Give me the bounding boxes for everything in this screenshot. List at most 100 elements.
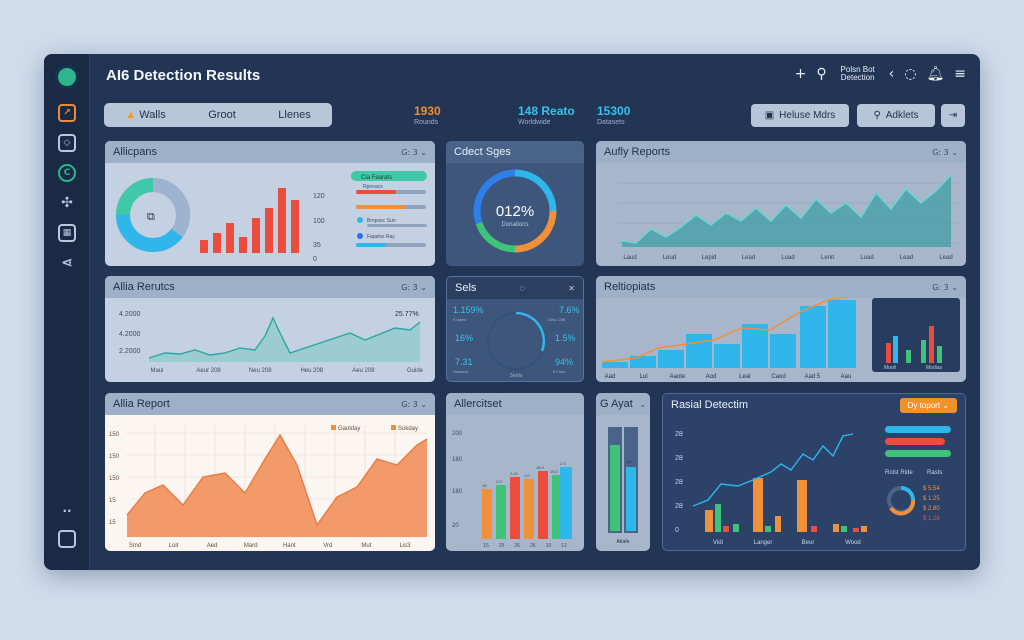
- bar: [524, 479, 534, 539]
- dashboard-window: ↗ ◇ C ✣ ▦ ⋖ ·· AI6 Detection Results + ⚲…: [44, 54, 980, 570]
- x-tick-label: Beur: [802, 540, 815, 546]
- sidebar-item-grid-icon[interactable]: ▦: [58, 224, 76, 242]
- tab-walls[interactable]: ▲ Walls: [125, 109, 166, 121]
- donut-hole: [132, 194, 174, 236]
- expand-button[interactable]: ⇥: [941, 104, 965, 127]
- close-icon[interactable]: ✕: [568, 283, 575, 293]
- bar: [552, 475, 562, 539]
- card-allercitset: Allercitset 200 160 160 20 15 2.9 2.00 1…: [446, 393, 584, 551]
- card-options-dropdown[interactable]: G: 3 ⌄: [401, 282, 427, 292]
- card-options-dropdown[interactable]: G: 3 ⌄: [932, 147, 958, 157]
- x-axis-labels: 15 25 26 26 10 12: [483, 543, 567, 549]
- card-title: Allicpans: [113, 146, 158, 158]
- sidebar-item-share-icon[interactable]: ⋖: [61, 255, 73, 271]
- x-tick-label: Vrd: [323, 543, 332, 549]
- menu-icon[interactable]: ≡: [954, 66, 966, 82]
- rate-value: $ 5.54: [923, 486, 940, 492]
- x-tick-label: Caod: [771, 374, 785, 380]
- x-tick-label: Aod: [706, 374, 717, 380]
- grouped-bars: [482, 467, 572, 539]
- mini-donut-arc: [889, 499, 916, 516]
- search-icon[interactable]: ⚲: [816, 66, 827, 82]
- secondary-action-button[interactable]: ⚲ Adklets: [857, 104, 935, 127]
- primary-action-button[interactable]: ▣ Heluse Mdrs: [751, 104, 849, 127]
- tab-llenes[interactable]: Llenes: [278, 109, 311, 121]
- x-tick-label: Lenit: [821, 255, 834, 261]
- stat-value: 16%: [455, 333, 473, 343]
- allicpans-bars: [200, 188, 299, 253]
- x-tick-label: Aeu 208: [352, 368, 375, 374]
- bar: [742, 324, 768, 368]
- sidebar-more-icon[interactable]: ··: [62, 504, 72, 518]
- bar: [538, 471, 548, 539]
- legend-bar-orange: [356, 205, 406, 209]
- chevron-left-icon[interactable]: ‹: [888, 66, 895, 82]
- sidebar-item-puzzle-icon[interactable]: ✣: [61, 195, 73, 211]
- mini-donut-arc: [900, 486, 915, 501]
- bar: [800, 306, 826, 368]
- gauge-arc-orange: [514, 210, 557, 253]
- peak-label: 25.77%: [395, 311, 419, 318]
- sels-radial: 1.159% 7.6% 9 rakes Chiso 208 16% 1.5% 7…: [453, 305, 580, 379]
- area-fill: [127, 435, 427, 537]
- x-tick-label: Lis3: [399, 543, 411, 549]
- donut-segment-blue: [116, 214, 183, 252]
- line: [148, 316, 421, 359]
- sidebar-doc-icon[interactable]: [58, 530, 76, 548]
- legend-title: Rolst Ride: [885, 470, 913, 476]
- gauge-chart: 012% Donations: [473, 169, 557, 253]
- stat-sub: 6 Foes: [553, 369, 565, 374]
- card-options-dropdown[interactable]: ⌄: [639, 399, 646, 409]
- plus-icon[interactable]: +: [794, 66, 807, 82]
- y-tick: 20: [452, 523, 459, 529]
- y-tick: 0: [675, 527, 679, 534]
- bar: [226, 223, 234, 253]
- bar: [482, 489, 492, 539]
- y-tick: 160: [452, 489, 463, 495]
- gauge-sub: Donations: [501, 222, 528, 228]
- card-title: Rasial Detectim: [671, 399, 749, 411]
- y-tick: 150: [109, 454, 120, 460]
- y-tick: 35: [313, 242, 321, 249]
- card-allia-rerutcs: Allia Rerutcs G: 3 ⌄ 4.2000 4.2000 2.2000…: [105, 276, 435, 382]
- card-options-dropdown[interactable]: G: 3 ⌄: [401, 147, 427, 157]
- radial-arc: [515, 311, 546, 352]
- data-label: 15.0: [550, 469, 559, 474]
- legend-pill: [351, 171, 427, 181]
- x-tick-label: Leud: [663, 255, 676, 261]
- export-button[interactable]: Dy toport ⌄: [899, 397, 957, 413]
- donut-segment-teal: [116, 178, 154, 216]
- card-options-dropdown[interactable]: G: 3 ⌄: [932, 282, 958, 292]
- rate-value: $ 2.80: [923, 506, 940, 512]
- tab-groot[interactable]: Groot: [208, 109, 236, 121]
- card-options-dropdown[interactable]: G: 3 ⌄: [401, 399, 427, 409]
- sidebar-item-shield-icon[interactable]: ◇: [58, 134, 76, 152]
- legend-bar-blue: [356, 243, 386, 247]
- y-tick: 28: [675, 503, 683, 510]
- refresh-icon[interactable]: ◌: [904, 66, 917, 82]
- bar: [291, 200, 299, 253]
- area-line: [621, 174, 952, 244]
- sidebar: ↗ ◇ C ✣ ▦ ⋖ ··: [44, 54, 90, 570]
- bell-icon[interactable]: 🔔︎: [926, 66, 945, 82]
- x-tick-label: Aad: [605, 374, 616, 380]
- legend-label: Cla Fearats: [361, 175, 392, 181]
- sidebar-item-reports-icon[interactable]: ↗: [58, 104, 76, 122]
- card-title: G Ayat: [600, 398, 633, 410]
- legend-bar: [885, 426, 951, 433]
- refresh-icon[interactable]: ◌: [519, 283, 526, 293]
- top-toolbar: + ⚲ Polsn Bot Detection ‹ ◌ 🔔︎ ≡: [794, 66, 966, 83]
- card-title: Allia Rerutcs: [113, 281, 175, 293]
- x-tick-label: Hant: [283, 543, 296, 549]
- y-tick: 28: [675, 431, 683, 438]
- allia-line-chart: 4.2000 4.2000 2.2000 25.77% Maul Aeur 208…: [119, 311, 424, 374]
- y-tick: 0: [313, 256, 317, 263]
- bar: [496, 485, 506, 539]
- radial-label: Seldo: [510, 373, 523, 379]
- sidebar-item-target-icon[interactable]: C: [58, 164, 76, 182]
- warning-icon: ▲: [125, 109, 137, 121]
- y-tick: 28: [675, 455, 683, 462]
- legend-bar-red: [356, 190, 396, 194]
- legend-bar: [885, 450, 951, 457]
- x-tick-label: Aeur 208: [196, 368, 221, 374]
